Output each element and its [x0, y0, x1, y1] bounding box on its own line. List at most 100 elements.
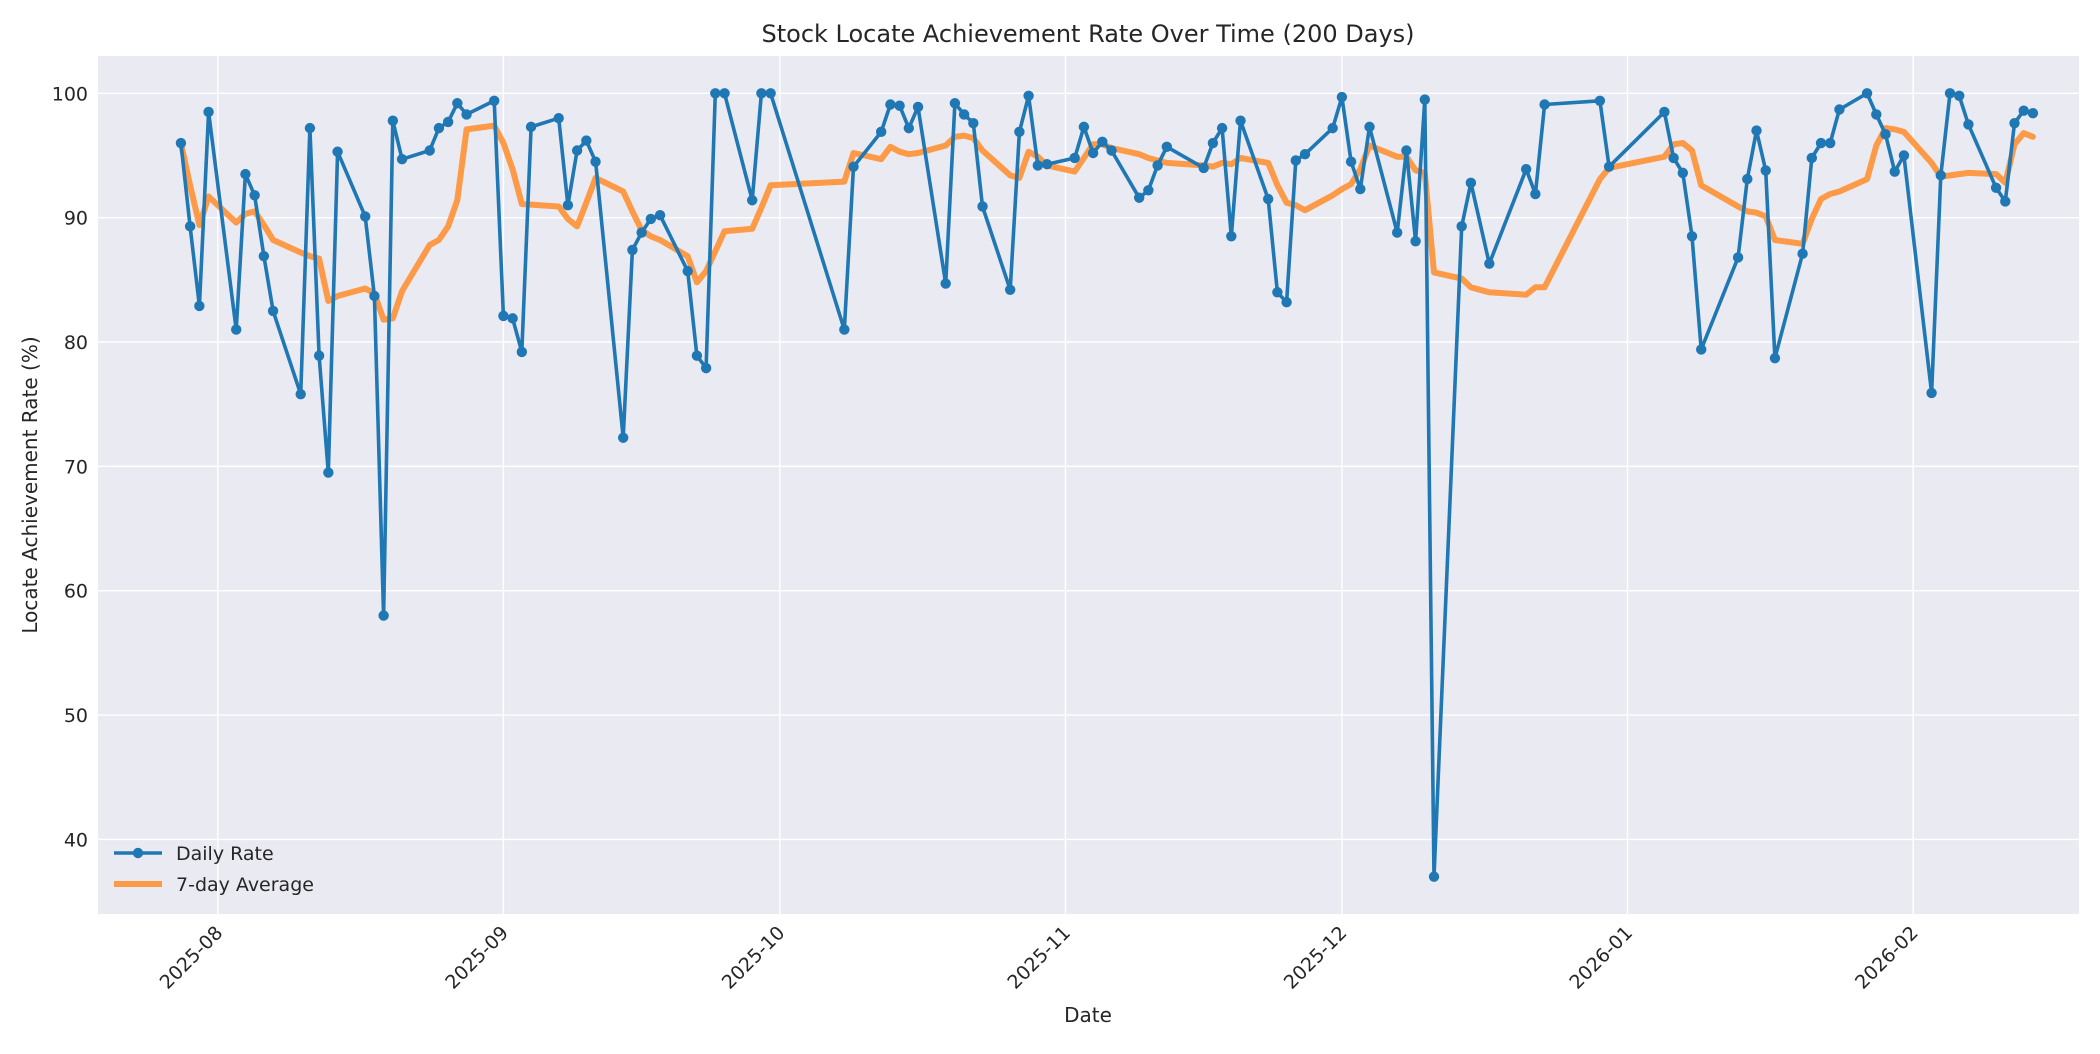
data-point: [1520, 163, 1532, 175]
data-point: [1041, 158, 1053, 170]
plot-area: [98, 56, 2079, 914]
data-point: [498, 310, 509, 322]
x-tick-label: 2025-10: [718, 922, 790, 994]
data-point: [1106, 145, 1117, 156]
data-point: [1014, 126, 1025, 138]
data-point: [1963, 119, 1974, 130]
data-point: [332, 146, 343, 157]
data-point: [1226, 231, 1237, 242]
data-point: [2000, 196, 2011, 207]
data-point: [1944, 88, 1956, 99]
x-tick-label: 2026-02: [1851, 922, 1923, 994]
data-point: [848, 161, 859, 172]
x-tick-label: 2025-08: [156, 922, 228, 994]
y-tick-label: 40: [64, 829, 88, 851]
data-point: [1097, 136, 1108, 147]
data-point: [1732, 252, 1744, 263]
legend: Daily Rate 7-day Average: [114, 843, 314, 896]
data-point: [369, 290, 380, 302]
data-point: [1484, 258, 1495, 269]
data-point: [387, 115, 399, 126]
x-tick-label: 2025-09: [441, 922, 513, 994]
data-point: [875, 126, 887, 138]
chart-title: Stock Locate Achievement Rate Over Time …: [761, 20, 1414, 48]
data-point: [1152, 160, 1163, 171]
data-point: [295, 389, 306, 400]
data-point: [525, 121, 537, 133]
data-point: [746, 195, 758, 206]
data-point: [2009, 117, 2020, 129]
data-point: [304, 122, 316, 134]
data-point: [507, 313, 518, 324]
data-point: [1686, 231, 1698, 242]
data-point: [1990, 182, 2002, 194]
data-point: [1880, 129, 1891, 140]
x-tick-label: 2025-12: [1280, 922, 1352, 994]
data-point: [1539, 99, 1550, 110]
data-point: [313, 350, 325, 361]
y-tick-label: 70: [64, 456, 88, 478]
data-point: [1751, 125, 1762, 136]
series-daily-rate: [175, 88, 2039, 882]
data-point: [1797, 248, 1808, 259]
data-point: [175, 137, 187, 149]
data-point: [645, 213, 657, 225]
data-point: [1198, 162, 1209, 174]
data-point: [1815, 137, 1827, 149]
y-axis-label: Locate Achievement Rate (%): [18, 336, 42, 633]
data-point: [1871, 109, 1882, 120]
data-point: [1069, 152, 1080, 164]
data-point: [710, 88, 721, 99]
data-point: [203, 106, 214, 118]
data-point: [442, 116, 454, 128]
data-point: [1889, 166, 1900, 177]
data-point: [1299, 149, 1311, 160]
data-point: [719, 88, 730, 99]
y-tick-label: 60: [64, 581, 88, 603]
data-point: [1410, 236, 1421, 247]
data-point: [1834, 104, 1845, 115]
data-point: [1336, 91, 1348, 103]
data-point: [691, 350, 703, 361]
y-tick-label: 100: [52, 83, 88, 105]
series-7-day-average: [177, 122, 2036, 323]
data-point: [1668, 152, 1679, 164]
x-tick-label: 2025-11: [1003, 922, 1075, 994]
data-point: [1769, 352, 1781, 364]
data-point: [636, 227, 647, 238]
data-point: [839, 324, 850, 335]
data-point: [396, 154, 408, 165]
data-point: [700, 362, 712, 374]
data-point: [968, 117, 979, 129]
data-point: [1143, 185, 1154, 196]
data-point: [562, 200, 574, 211]
data-point: [1087, 147, 1099, 159]
data-point: [1327, 122, 1338, 134]
data-point: [516, 346, 528, 358]
data-point: [912, 101, 924, 113]
grid: [98, 56, 2079, 914]
data-point: [240, 168, 251, 180]
data-point: [894, 100, 905, 111]
data-point: [1391, 227, 1403, 238]
data-point: [1032, 160, 1044, 171]
x-tick-label: 2026-01: [1565, 922, 1637, 994]
data-point: [1290, 155, 1302, 166]
data-point: [1926, 387, 1937, 399]
data-point: [1345, 156, 1357, 167]
y-tick-label: 50: [64, 705, 88, 727]
data-point: [627, 244, 638, 256]
data-point: [571, 145, 583, 156]
data-point: [249, 190, 260, 201]
data-point: [194, 300, 205, 312]
legend-label: Daily Rate: [176, 843, 274, 865]
series-layer: [175, 88, 2039, 882]
data-point: [1216, 122, 1228, 134]
data-point: [1364, 121, 1375, 133]
data-point: [1078, 121, 1090, 133]
legend-label: 7-day Average: [176, 874, 314, 896]
data-point: [184, 221, 196, 232]
data-point: [1428, 871, 1440, 882]
data-point: [378, 610, 389, 621]
